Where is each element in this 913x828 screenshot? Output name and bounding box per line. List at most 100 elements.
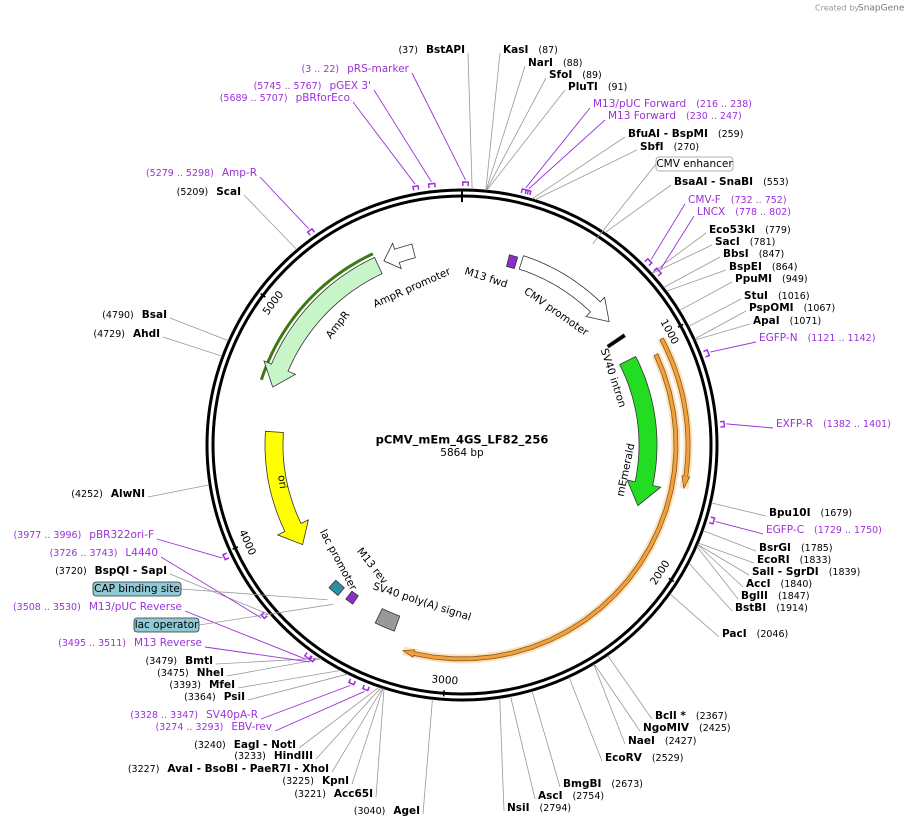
label-name: NgoMIV (643, 722, 690, 734)
primer-mark (347, 678, 357, 686)
label-name: BstAPI (426, 44, 465, 56)
label-name: SfoI (549, 69, 572, 81)
label-position: (37) (398, 45, 418, 56)
feature-shape (383, 242, 416, 270)
enzyme-line (669, 593, 720, 638)
enzyme-label: (3225) KpnI (282, 775, 349, 787)
label-position: (91) (608, 82, 628, 93)
label-name: HindIII (274, 750, 313, 762)
label-position: (553) (763, 177, 789, 188)
feature-shape (345, 590, 359, 605)
label-position: (87) (538, 45, 558, 56)
enzyme-label: Bpu10I (1679) (769, 507, 852, 519)
label-position: (2046) (757, 629, 789, 640)
enzyme-line (298, 686, 380, 749)
enzyme-label: (4252) AlwNI (71, 488, 145, 500)
plasmid-name: pCMV_mEm_4GS_LF82_256 (376, 433, 549, 448)
label-position: (3977 .. 3996) (13, 530, 81, 541)
label-position: (3221) (294, 789, 326, 800)
enzyme-label: (3240) EagI - NotI (194, 739, 296, 751)
label-position: (1071) (790, 316, 822, 327)
feature-label: ori (275, 474, 289, 489)
primer-label: (5745 .. 5767) pGEX 3' (254, 80, 371, 92)
label-position: (3227) (128, 764, 160, 775)
enzyme-label: BclI * (2367) (655, 710, 727, 722)
label-position: (216 .. 238) (696, 99, 752, 110)
enzyme-line (486, 77, 547, 191)
label-name: NaeI (628, 735, 655, 747)
primer-mark (427, 182, 436, 189)
label-position: (3508 .. 3530) (13, 602, 81, 613)
label-name: CMV-F (688, 194, 721, 206)
enzyme-line (703, 530, 757, 552)
primer-mark (644, 257, 653, 267)
label-position: (3040) (354, 806, 386, 817)
enzyme-label: PspOMI (1067) (749, 302, 835, 314)
feature-label: AmpR promoter (371, 265, 453, 310)
enzyme-line (162, 336, 223, 357)
primer-mark (719, 420, 726, 428)
enzyme-label: (3233) HindIII (234, 750, 313, 762)
enzyme-line (695, 323, 751, 341)
enzyme-line (485, 52, 501, 191)
label-name: NheI (197, 667, 224, 679)
label-position: (2794) (540, 803, 572, 814)
credit: Created by (815, 4, 859, 13)
label-name: pGEX 3' (329, 80, 371, 92)
label-position: (5689 .. 5707) (220, 93, 288, 104)
label-name: EBV-rev (231, 721, 272, 733)
label-name: KpnI (322, 775, 349, 787)
enzyme-label: BmgBI (2673) (563, 778, 643, 790)
feature-shape (263, 256, 383, 388)
enzyme-label: BfuAI - BspMI (259) (628, 128, 743, 140)
primer-label: (3508 .. 3530) M13/pUC Reverse (13, 601, 182, 613)
feature-shape (505, 254, 519, 270)
primer-mark (222, 552, 230, 561)
primer-line (650, 203, 686, 260)
tick-mark (232, 546, 239, 550)
label-position: (2425) (699, 723, 731, 734)
label-position: (1833) (800, 555, 832, 566)
feature-box-label: CAP binding site (94, 583, 180, 595)
label-name: L4440 (125, 547, 158, 559)
primer-mark (308, 655, 316, 663)
enzyme-line (247, 673, 348, 701)
enzyme-line (351, 688, 384, 785)
enzyme-label: (4790) BsaI (102, 309, 167, 321)
enzyme-label: (5209) ScaI (177, 186, 241, 198)
primer-line (352, 101, 416, 185)
label-name: EGFP-C (766, 524, 804, 536)
tick-label: 3000 (431, 673, 459, 687)
label-position: (779) (765, 225, 791, 236)
primer-line (411, 72, 466, 181)
enzyme-label: (3364) PsiI (184, 691, 245, 703)
enzyme-label: StuI (1016) (744, 290, 810, 302)
enzyme-line (315, 687, 382, 760)
enzyme-line (688, 298, 742, 327)
feature-shape (606, 333, 626, 349)
label-position: (3475) (157, 668, 189, 679)
label-name: KasI (503, 44, 528, 56)
enzyme-label: EcoRV (2529) (605, 752, 683, 764)
label-name: EcoRI (757, 554, 790, 566)
label-name: BbsI (723, 248, 749, 260)
primer-label: (5689 .. 5707) pBRforEco (220, 92, 350, 104)
primer-line (160, 556, 262, 619)
enzyme-line (688, 562, 733, 612)
label-position: (3479) (146, 656, 178, 667)
label-position: (1382 .. 1401) (823, 419, 891, 430)
feature-label: SV40 intron (598, 347, 628, 409)
enzyme-label: SalI - SgrDI (1839) (752, 566, 860, 578)
enzyme-line (147, 484, 210, 498)
enzyme-line (422, 699, 433, 815)
tick-mark (677, 323, 684, 328)
label-name: PluTI (568, 81, 598, 93)
label-position: (1679) (821, 508, 853, 519)
label-position: (88) (563, 58, 583, 69)
label-position: (270) (674, 142, 700, 153)
label-name: StuI (744, 290, 768, 302)
feature-shape (518, 255, 610, 323)
label-position: (259) (718, 129, 744, 140)
label-position: (1840) (780, 579, 812, 590)
